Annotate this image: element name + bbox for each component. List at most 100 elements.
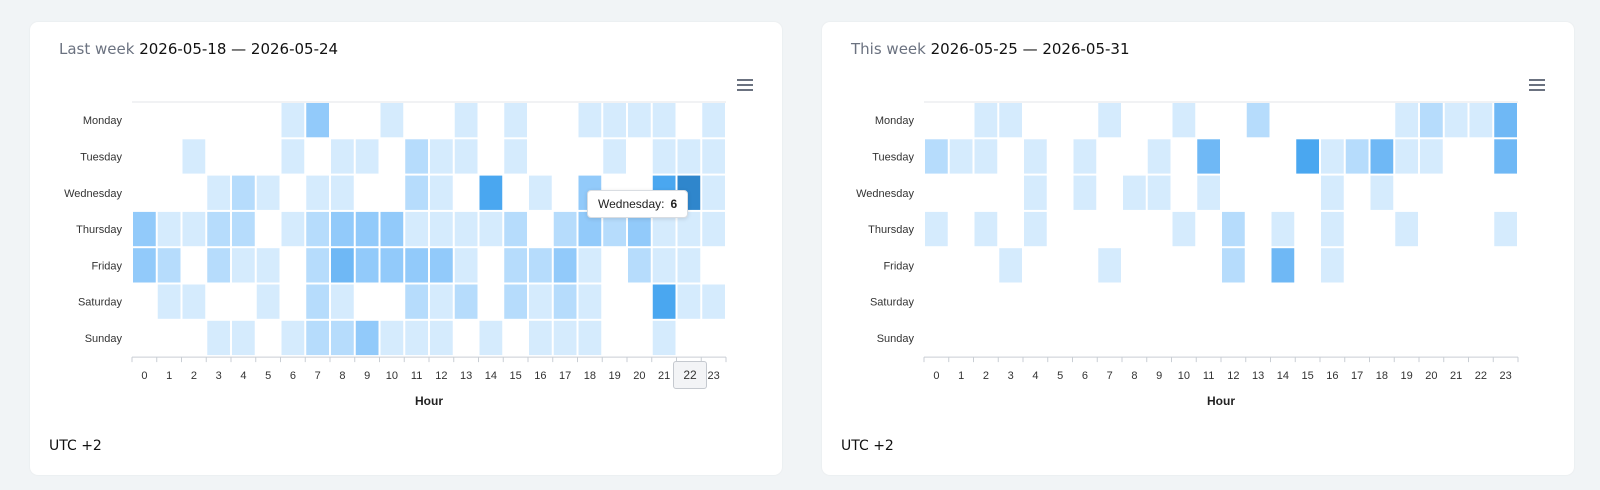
heatmap-cell[interactable] <box>578 211 602 247</box>
heatmap-cell[interactable] <box>454 103 478 138</box>
heatmap-cell[interactable] <box>454 284 478 319</box>
heatmap-cell[interactable] <box>578 320 602 356</box>
heatmap-cell[interactable] <box>1197 175 1220 210</box>
heatmap-cell[interactable] <box>207 248 230 283</box>
heatmap-cell[interactable] <box>652 284 676 319</box>
heatmap-cell[interactable] <box>553 211 577 247</box>
heatmap-cell[interactable] <box>1147 139 1171 174</box>
heatmap-cell[interactable] <box>504 248 527 283</box>
heatmap-cell[interactable] <box>925 211 948 247</box>
heatmap-cell[interactable] <box>974 103 998 138</box>
heatmap-cell[interactable] <box>479 175 503 210</box>
heatmap-cell[interactable] <box>1321 175 1344 210</box>
heatmap-cell[interactable] <box>380 248 404 283</box>
heatmap-cell[interactable] <box>157 248 181 283</box>
heatmap-cell[interactable] <box>529 320 552 356</box>
heatmap-cell[interactable] <box>1494 211 1517 247</box>
heatmap-cell[interactable] <box>1197 139 1220 174</box>
heatmap-cell[interactable] <box>207 175 230 210</box>
heatmap-cell[interactable] <box>1271 211 1295 247</box>
heatmap-cell[interactable] <box>578 103 602 138</box>
heatmap-cell[interactable] <box>677 284 701 319</box>
heatmap-cell[interactable] <box>1123 175 1146 210</box>
heatmap-cell[interactable] <box>1494 103 1517 138</box>
heatmap-cell[interactable] <box>430 320 453 356</box>
heatmap-cell[interactable] <box>652 211 676 247</box>
heatmap-cell[interactable] <box>949 139 973 174</box>
heatmap-cell[interactable] <box>306 284 329 319</box>
heatmap-cell[interactable] <box>306 211 329 247</box>
heatmap-cell[interactable] <box>1073 175 1097 210</box>
heatmap-cell[interactable] <box>1395 103 1418 138</box>
heatmap-cell[interactable] <box>999 248 1022 283</box>
heatmap-cell[interactable] <box>355 320 379 356</box>
heatmap-cell[interactable] <box>702 103 725 138</box>
heatmap-cell[interactable] <box>355 211 379 247</box>
heatmap-cell[interactable] <box>529 284 552 319</box>
heatmap-cell[interactable] <box>652 139 676 174</box>
heatmap-cell[interactable] <box>504 211 527 247</box>
heatmap-cell[interactable] <box>405 211 428 247</box>
heatmap-cell[interactable] <box>182 211 206 247</box>
heatmap-cell[interactable] <box>355 139 379 174</box>
heatmap-cell[interactable] <box>1172 211 1196 247</box>
heatmap-cell[interactable] <box>207 211 230 247</box>
heatmap-cell[interactable] <box>306 320 329 356</box>
heatmap-cell[interactable] <box>628 211 651 247</box>
heatmap-cell[interactable] <box>182 139 206 174</box>
heatmap-cell[interactable] <box>157 211 181 247</box>
heatmap-cell[interactable] <box>331 139 354 174</box>
heatmap-cell[interactable] <box>529 175 552 210</box>
heatmap-cell[interactable] <box>232 248 255 283</box>
heatmap-cell[interactable] <box>1147 175 1171 210</box>
heatmap-cell[interactable] <box>974 211 998 247</box>
heatmap-cell[interactable] <box>281 211 305 247</box>
heatmap-cell[interactable] <box>133 211 156 247</box>
heatmap-cell[interactable] <box>1420 139 1443 174</box>
heatmap-cell[interactable] <box>1172 103 1196 138</box>
heatmap-cell[interactable] <box>232 211 255 247</box>
heatmap-cell[interactable] <box>430 175 453 210</box>
heatmap-cell[interactable] <box>603 103 626 138</box>
heatmap-cell[interactable] <box>182 284 206 319</box>
heatmap-cell[interactable] <box>925 139 948 174</box>
heatmap-cell[interactable] <box>652 103 676 138</box>
heatmap-cell[interactable] <box>504 139 527 174</box>
heatmap-cell[interactable] <box>1098 103 1121 138</box>
heatmap-cell[interactable] <box>999 103 1022 138</box>
heatmap-cell[interactable] <box>256 284 280 319</box>
heatmap-cell[interactable] <box>405 175 428 210</box>
heatmap-cell[interactable] <box>479 211 503 247</box>
heatmap-cell[interactable] <box>603 139 626 174</box>
heatmap-cell[interactable] <box>405 320 428 356</box>
heatmap-cell[interactable] <box>355 248 379 283</box>
heatmap-cell[interactable] <box>1073 139 1097 174</box>
hamburger-icon[interactable] <box>1529 79 1545 81</box>
heatmap-cell[interactable] <box>405 284 428 319</box>
heatmap-cell[interactable] <box>331 284 354 319</box>
heatmap-cell[interactable] <box>1222 211 1245 247</box>
heatmap-cell[interactable] <box>380 211 404 247</box>
heatmap-cell[interactable] <box>1370 139 1394 174</box>
heatmap-cell[interactable] <box>1321 248 1344 283</box>
heatmap-cell[interactable] <box>553 320 577 356</box>
heatmap-cell[interactable] <box>702 211 725 247</box>
chart-menu-button[interactable] <box>737 79 753 93</box>
heatmap-cell[interactable] <box>1345 139 1369 174</box>
heatmap-cell[interactable] <box>578 284 602 319</box>
heatmap-cell[interactable] <box>553 284 577 319</box>
heatmap-cell[interactable] <box>430 248 453 283</box>
heatmap-cell[interactable] <box>430 284 453 319</box>
heatmap-cell[interactable] <box>405 248 428 283</box>
heatmap-cell[interactable] <box>974 139 998 174</box>
heatmap-cell[interactable] <box>430 211 453 247</box>
heatmap-cell[interactable] <box>677 211 701 247</box>
heatmap-cell[interactable] <box>479 320 503 356</box>
heatmap-cell[interactable] <box>1444 103 1468 138</box>
heatmap-cell[interactable] <box>504 103 527 138</box>
chart-menu-button[interactable] <box>1529 79 1545 93</box>
heatmap-cell[interactable] <box>207 320 230 356</box>
heatmap-cell[interactable] <box>331 248 354 283</box>
heatmap-cell[interactable] <box>306 103 329 138</box>
heatmap-cell[interactable] <box>157 284 181 319</box>
